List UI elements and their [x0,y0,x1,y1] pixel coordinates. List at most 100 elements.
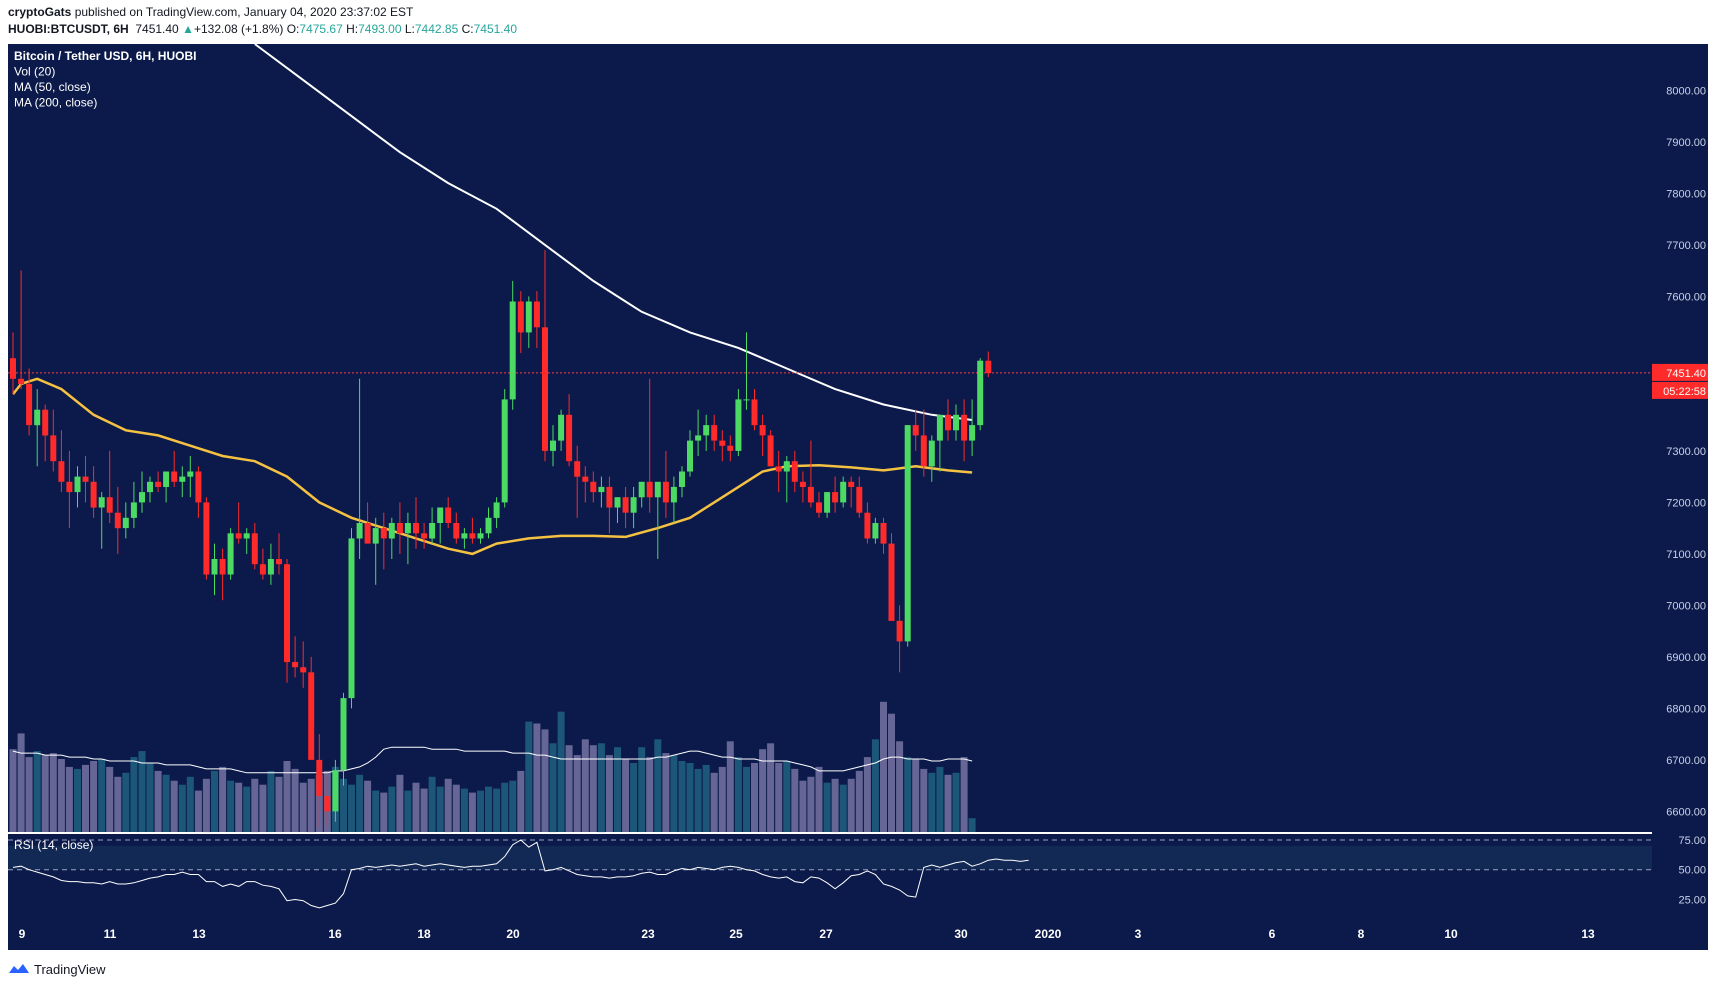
candle-body [662,481,669,503]
price-axis[interactable] [1652,44,1708,915]
volume-bar [694,768,702,832]
volume-bar [259,784,267,832]
price-axis-labels: 8000.00 7900.00 7800.00 7700.00 7600.00 7300.… [1666,85,1706,818]
candle-body [34,409,41,426]
low-label: L: [404,22,415,36]
candle-body [638,481,645,498]
volume-bar [219,766,227,832]
candle-body [679,471,685,487]
volume-bar [493,788,501,832]
volume-bar [235,782,243,832]
volume-bar [122,772,130,832]
time-tick-label: 11 [104,927,117,941]
volume-bar [888,713,895,832]
price-tags: 7451.40 05:22:58 [1652,363,1708,399]
chart-canvas[interactable]: Bitcoin / Tether USD, 6H, HUOBI Vol (20)… [0,0,1712,960]
candle-body [461,533,468,539]
open-value: 7475.67 [299,22,343,36]
candle-body [396,523,403,534]
volume-bar [702,764,710,832]
candle-body [429,523,436,539]
volume-bar [630,763,638,832]
volume-bar [686,763,694,832]
volume-bar [211,770,218,832]
candle-body [122,517,129,529]
candle-body [936,414,943,441]
time-axis[interactable] [8,915,1708,950]
candle-body [404,523,411,534]
candle-body [695,435,702,441]
author-name[interactable]: cryptoGats [8,5,72,19]
brand[interactable]: TradingView [8,960,106,978]
candle-body [598,486,605,493]
close-label: C: [461,22,474,36]
candle-body [606,486,613,508]
candle-body [574,461,581,477]
candle-body [558,414,565,441]
candle-body [300,667,307,673]
volume-bar [138,751,146,832]
volume-bar [194,790,202,832]
candle-body [58,461,65,482]
volume-bar [960,757,968,832]
candle-body [517,301,524,333]
volume-bar [412,782,420,832]
rsi-axis-labels: 75.00 50.00 25.00 [1678,835,1706,907]
volume-bar [436,786,444,832]
volume-bar [799,780,807,832]
volume-bar [573,755,581,832]
candle-body [832,492,839,503]
candle-body [614,497,621,508]
candle-body [477,533,484,539]
volume-bar [831,778,839,833]
volume-bar [485,786,492,832]
candle-body [896,620,903,642]
volume-bar [734,757,742,832]
volume-bar [65,766,73,832]
candle-body [380,528,387,539]
candle-body [413,523,419,534]
price-tick-label: 7700.00 [1666,240,1706,252]
candle-body [356,523,363,539]
candle-body [276,559,282,565]
ma200-line [254,43,973,421]
candle-body [445,507,452,523]
volume-bar [928,772,936,832]
volume-bar [130,757,138,832]
volume-bar [638,747,646,832]
rsi-plot [8,839,1652,909]
price-tick-label: 6700.00 [1666,755,1706,767]
candle-body [106,497,113,513]
volume-bar [154,770,162,832]
time-tick-label: 27 [819,927,833,941]
close-value: 7451.40 [473,22,517,36]
candle-body [961,414,968,441]
low-value: 7442.85 [414,22,459,36]
change-text: +132.08 (+1.8%) [193,22,284,36]
volume-bar [509,780,517,832]
candle-body [284,564,290,663]
time-tick-label: 10 [1444,927,1458,941]
volume-bar [202,778,210,833]
candle-body [469,533,476,539]
candle-body [364,523,371,544]
volume-bar [243,786,251,832]
volume-bar [767,743,775,833]
price-tick-label: 7900.00 [1666,137,1706,149]
volume-bar [17,733,25,832]
candle-body [267,559,274,575]
candle-body [82,476,89,482]
volume-bar [823,782,831,832]
candle-body [50,435,57,462]
price-tick-label: 7800.00 [1666,188,1706,200]
volume-bar [501,782,509,832]
volume-bar [186,776,194,832]
candle-body [251,533,258,565]
publish-line: cryptoGats published on TradingView.com,… [8,5,413,19]
volume-bar [170,780,178,832]
time-tick-label: 8 [1358,927,1365,941]
volume-bar [267,770,275,832]
candle-body [888,543,895,621]
candle-body [26,383,33,426]
candle-body [622,497,629,513]
